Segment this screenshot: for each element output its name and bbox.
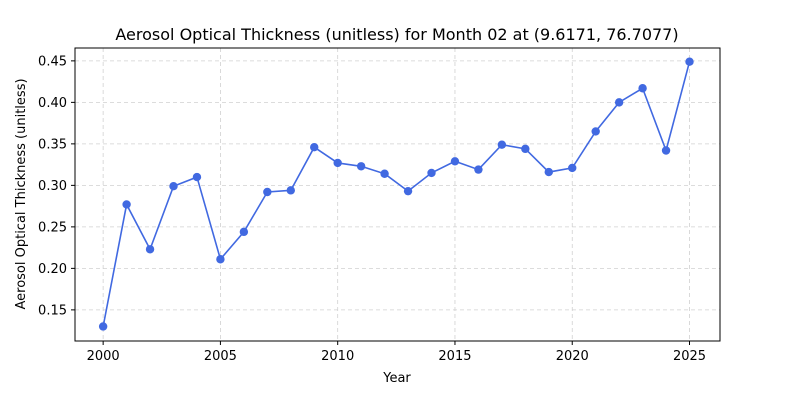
y-tick-label: 0.20 — [38, 262, 67, 277]
y-tick-label: 0.35 — [38, 137, 67, 152]
data-point — [521, 144, 530, 154]
data-point — [98, 322, 108, 331]
data-point — [169, 181, 178, 191]
y-tick-label: 0.40 — [38, 96, 67, 111]
x-tick-label: 2015 — [438, 349, 471, 364]
data-point — [450, 157, 460, 166]
plot-frame — [74, 47, 721, 342]
data-point — [263, 187, 272, 197]
data-point — [145, 245, 155, 254]
data-point — [427, 168, 436, 178]
x-axis-label: Year — [382, 371, 411, 386]
x-tick-label: 2005 — [204, 349, 237, 364]
y-tick-label: 0.25 — [38, 220, 67, 235]
data-point — [286, 186, 295, 195]
grid — [75, 48, 720, 341]
y-axis-label: Aerosol Optical Thickness (unitless) — [14, 78, 29, 309]
data-point — [216, 255, 225, 264]
data-point — [614, 98, 624, 107]
data-point — [122, 200, 131, 209]
data-point — [192, 172, 202, 182]
y-tick-label: 0.30 — [38, 179, 67, 194]
data-point — [333, 158, 342, 168]
x-tick-label: 2010 — [321, 349, 354, 364]
data-point — [685, 57, 694, 66]
data-point — [403, 186, 413, 196]
x-tick-label: 2020 — [556, 349, 589, 364]
data-point — [474, 165, 483, 174]
chart-title: Aerosol Optical Thickness (unitless) for… — [115, 25, 678, 44]
x-tick-label: 2025 — [673, 349, 706, 364]
data-point — [638, 84, 647, 93]
data-point — [544, 167, 553, 177]
data-point — [310, 142, 319, 152]
axis-ticks: 2000 2005 2010 2015 2020 2025 0.15 0.20 0.25 0.30… — [38, 54, 706, 364]
y-tick-label: 0.15 — [38, 303, 67, 318]
data-point — [380, 169, 389, 178]
data-point — [356, 162, 366, 171]
data-series — [98, 57, 694, 331]
series-line — [102, 61, 691, 327]
y-tick-label: 0.45 — [38, 54, 67, 69]
data-point — [568, 163, 577, 173]
data-point — [591, 127, 600, 136]
data-point — [497, 140, 507, 149]
data-point — [239, 227, 249, 237]
data-point — [661, 146, 671, 155]
x-tick-label: 2000 — [87, 349, 120, 364]
